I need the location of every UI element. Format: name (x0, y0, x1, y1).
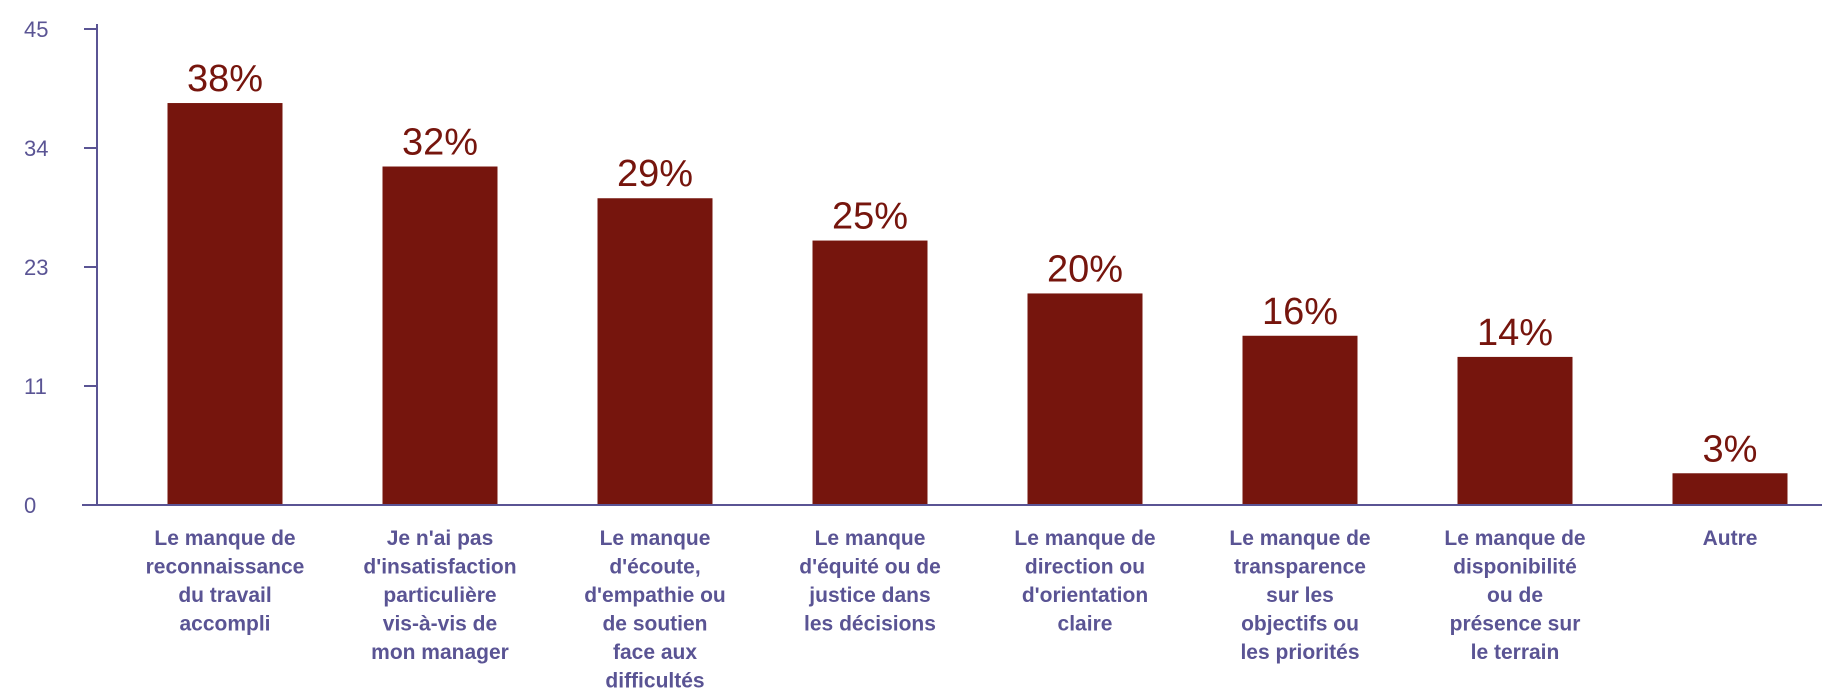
category-label: Le manque de transparence sur les objectifs… (1229, 527, 1370, 664)
y-tick-label: 23 (24, 255, 48, 280)
category-label: Le manque d'écoute, d'empathie ou de soutie… (584, 527, 726, 693)
y-axis-ticks: 0 11 23 34 45 (24, 17, 97, 518)
y-tick-label: 45 (24, 17, 48, 42)
category-label: Autre (1703, 527, 1758, 550)
value-labels: 38% 32% 29% 25% 20% 16% 14% 3% (187, 58, 1757, 470)
bar (1027, 293, 1143, 505)
value-label: 3% (1703, 428, 1758, 470)
bar (1242, 335, 1358, 505)
value-label: 16% (1262, 291, 1338, 333)
y-tick-label: 0 (24, 493, 36, 518)
bars (167, 103, 1788, 506)
bar (1457, 356, 1573, 505)
category-label: Je n'ai pas d'insatisfaction particulière v… (363, 527, 516, 664)
category-label: Le manque d'équité ou de justice dans les d… (799, 527, 941, 636)
bar (382, 166, 498, 505)
y-tick-label: 34 (24, 136, 48, 161)
bar (167, 103, 283, 506)
category-label: Le manque de disponibilité ou de présence s… (1444, 527, 1585, 664)
value-label: 38% (187, 58, 263, 100)
category-label: Le manque de direction ou d'orientation cla… (1014, 527, 1155, 636)
category-labels: Le manque de reconnaissance du travail acco… (146, 527, 1758, 693)
bar (812, 240, 928, 506)
bar (1672, 473, 1788, 505)
value-label: 14% (1477, 312, 1553, 354)
bar (597, 198, 713, 505)
y-tick-label: 11 (24, 374, 47, 399)
value-label: 32% (402, 122, 478, 164)
value-label: 29% (617, 153, 693, 195)
category-label: Le manque de reconnaissance du travail acco… (146, 527, 305, 636)
value-label: 20% (1047, 248, 1123, 290)
value-label: 25% (832, 196, 908, 238)
